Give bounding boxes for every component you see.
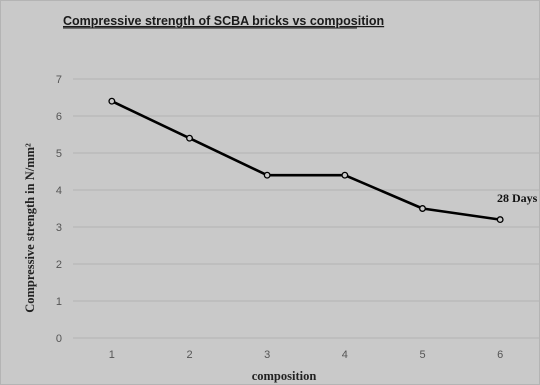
y-tick-label: 0: [56, 333, 62, 345]
y-tick-label: 6: [56, 111, 62, 123]
grid-layer: [73, 78, 539, 339]
data-point: [496, 216, 504, 224]
series-annotation: 28 Days: [497, 191, 538, 205]
y-tick-label: 5: [56, 148, 62, 160]
y-tick-label: 3: [56, 222, 62, 234]
chart-title: Compressive strength of SCBA bricks vs c…: [63, 14, 384, 28]
y-tick-label: 1: [56, 296, 62, 308]
series-layer: [108, 97, 504, 224]
y-tick-label: 7: [56, 74, 62, 86]
data-point: [263, 171, 271, 179]
data-point: [341, 171, 349, 179]
x-tick-label: 3: [264, 349, 270, 361]
data-point: [186, 134, 193, 142]
x-tick-label: 2: [186, 349, 192, 361]
data-point: [419, 205, 426, 212]
x-tick-labels: 1 2 3 4 5 6: [109, 349, 503, 361]
y-axis-title: Compressive strength in N/mm²: [23, 143, 37, 313]
x-tick-label: 6: [497, 349, 503, 361]
x-axis-title: composition: [252, 369, 317, 383]
data-point: [108, 97, 116, 105]
x-tick-label: 1: [109, 349, 115, 361]
series-line: [111, 100, 501, 221]
y-tick-label: 4: [56, 185, 62, 197]
x-tick-label: 4: [342, 349, 348, 361]
y-tick-label: 2: [56, 259, 62, 271]
x-tick-label: 5: [419, 349, 425, 361]
y-tick-labels: 0 1 2 3 4 5 6 7: [56, 74, 62, 345]
